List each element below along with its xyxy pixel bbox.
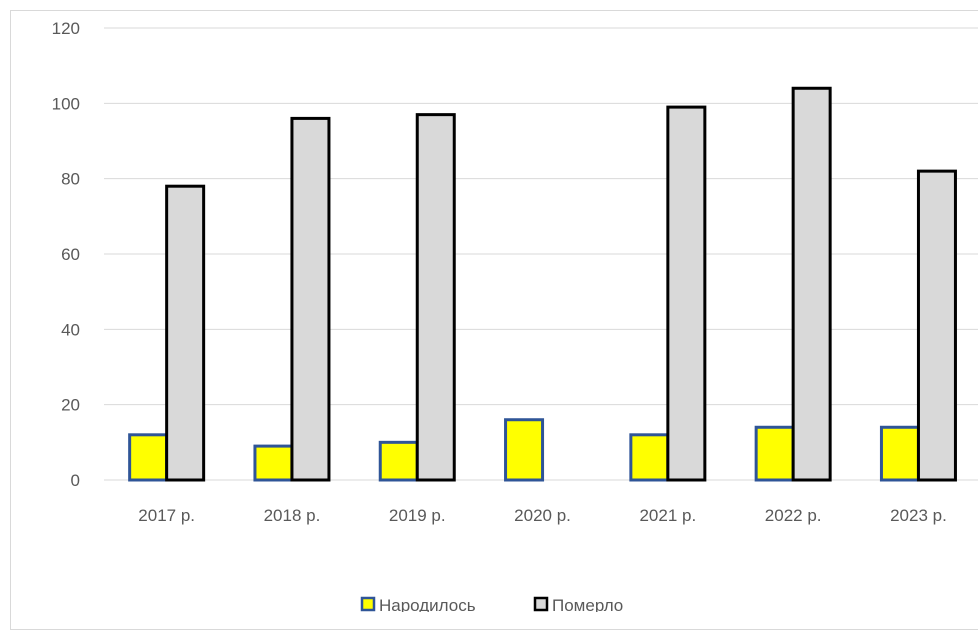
legend: Народилось Померло	[360, 596, 623, 615]
bars	[128, 86, 957, 482]
x-tick-label: 2022 р.	[765, 506, 822, 525]
bar-born	[504, 418, 545, 482]
y-tick-label: 60	[61, 245, 80, 264]
bar-died	[791, 86, 832, 482]
chart-border	[10, 10, 978, 630]
x-axis-ticks: 2017 р. 2018 р. 2019 р. 2020 р. 2021 р. 2022 …	[138, 506, 947, 525]
chart-frame: 0 20 40 60 80 100 120 2017 р. 2018 р. 2019 р. 202…	[10, 10, 978, 630]
y-tick-label: 40	[61, 320, 80, 339]
y-tick-label: 80	[61, 170, 80, 189]
bar-born	[378, 440, 419, 482]
bar-died	[165, 184, 206, 482]
bar-born	[879, 425, 920, 482]
y-axis-ticks: 0 20 40 60 80 100 120	[52, 19, 80, 490]
bar-died	[666, 105, 707, 482]
legend-swatch	[533, 596, 549, 612]
y-tick-label: 20	[61, 396, 80, 415]
legend-label: Померло	[552, 596, 623, 612]
bar-born	[128, 433, 169, 482]
bar-died	[290, 116, 331, 482]
y-tick-label: 0	[71, 471, 80, 490]
gridlines	[104, 27, 978, 481]
x-tick-label: 2019 р.	[389, 506, 446, 525]
bar-died	[916, 169, 957, 482]
bar-died	[415, 113, 456, 482]
bar-chart: 0 20 40 60 80 100 120 2017 р. 2018 р. 2019 р. 202…	[52, 19, 978, 615]
legend-label: Народилось	[379, 596, 476, 612]
y-tick-label: 120	[52, 19, 80, 38]
legend-swatch	[360, 596, 376, 612]
x-tick-label: 2020 р.	[514, 506, 571, 525]
x-tick-label: 2023 р.	[890, 506, 947, 525]
y-tick-label: 100	[52, 94, 80, 113]
x-tick-label: 2017 р.	[138, 506, 195, 525]
x-tick-label: 2018 р.	[264, 506, 321, 525]
x-tick-label: 2021 р.	[639, 506, 696, 525]
